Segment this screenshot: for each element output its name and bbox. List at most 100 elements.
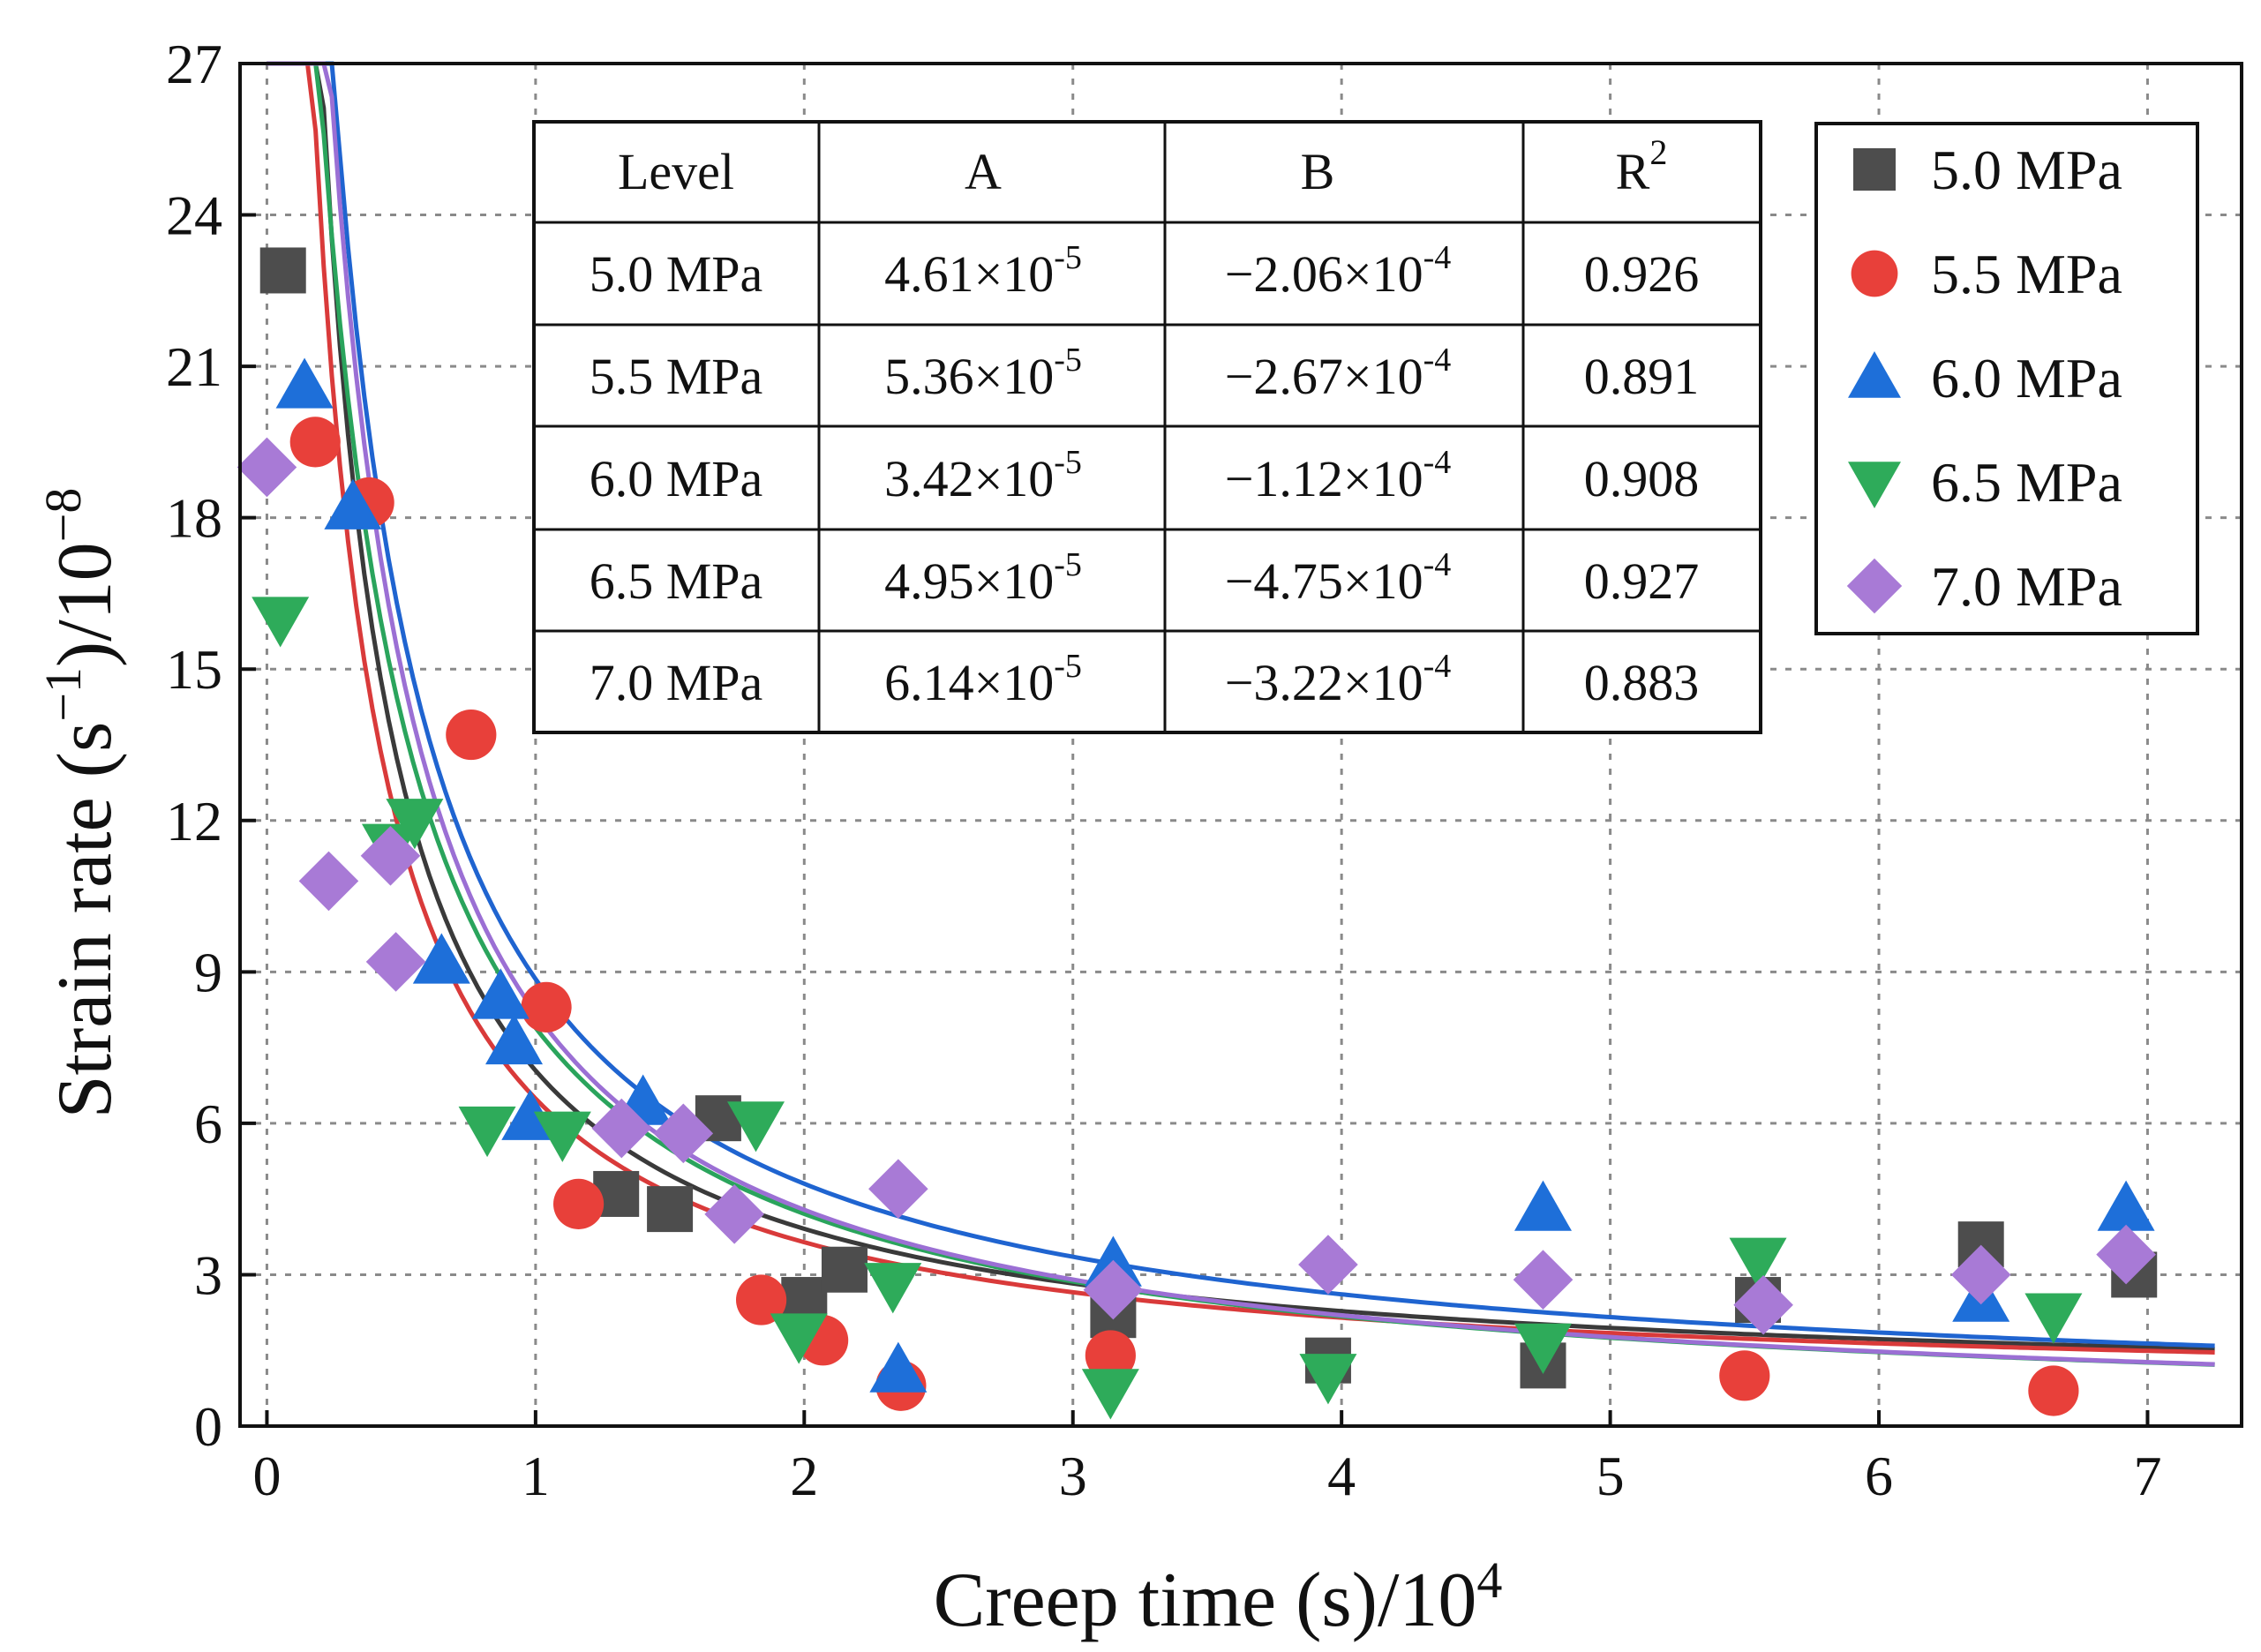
table-cell-a: 4.95×10-5 xyxy=(884,546,1082,610)
y-tick-label: 18 xyxy=(166,487,222,550)
table-cell-b: −4.75×10-4 xyxy=(1225,546,1452,610)
table-cell-a: 6.14×10-5 xyxy=(884,648,1082,711)
data-point xyxy=(533,1111,591,1162)
data-point xyxy=(1733,1274,1793,1335)
table-cell-b: −2.67×10-4 xyxy=(1225,342,1452,405)
data-point xyxy=(868,1159,928,1220)
data-point xyxy=(1950,1244,2011,1305)
legend-marker xyxy=(1848,462,1901,508)
table-cell-a-exp: -5 xyxy=(1054,444,1082,481)
data-point xyxy=(298,851,359,912)
y-axis-title-sup2: −8 xyxy=(34,488,92,543)
y-tick-label: 27 xyxy=(166,33,222,95)
table-header-a: A xyxy=(965,143,1002,200)
table-cell-a-exp: -5 xyxy=(1054,239,1082,276)
data-point xyxy=(704,1184,764,1244)
data-point xyxy=(1514,1323,1572,1375)
x-axis-title-sup: 4 xyxy=(1476,1551,1502,1609)
y-tick-label: 15 xyxy=(166,638,222,701)
data-point xyxy=(275,357,334,409)
table-cell-a-exp: -5 xyxy=(1054,546,1082,583)
table-cell-a: 5.36×10-5 xyxy=(884,342,1082,405)
table-grid xyxy=(534,122,1761,732)
data-point xyxy=(552,1178,605,1229)
table-cell-b-base: −2.67×10 xyxy=(1225,348,1423,405)
table-header-r2: R2 xyxy=(1616,132,1668,200)
data-point xyxy=(1085,1330,1136,1381)
table-cell-a-base: 5.36×10 xyxy=(884,348,1054,405)
legend-marker xyxy=(1848,351,1901,398)
data-point xyxy=(252,597,310,648)
table-header-row: Level A B R2 xyxy=(618,132,1667,200)
table-cell-b-exp: -4 xyxy=(1423,239,1452,276)
x-axis-title: Creep time (s)/104 xyxy=(934,1551,1503,1643)
data-point xyxy=(653,1103,714,1164)
legend: 5.0 MPa 5.5 MPa 6.0 MPa 6.5 MPa 7.0 MPa xyxy=(1814,122,2199,635)
table-cell-r2: 0.908 xyxy=(1584,450,1700,507)
table-header-b: B xyxy=(1301,143,1335,200)
y-tick-label: 21 xyxy=(166,335,222,398)
data-point xyxy=(735,1274,787,1325)
fit-parameter-table: Level A B R2 5.0 MPa 4.61×10-5 −2.06×10-… xyxy=(532,120,1762,734)
data-point xyxy=(2097,1180,2155,1231)
table-cell-level: 6.5 MPa xyxy=(590,552,763,610)
table-header-level: Level xyxy=(618,143,734,200)
table-cell-level: 5.0 MPa xyxy=(590,245,763,303)
x-tick-label: 2 xyxy=(790,1445,818,1507)
table-cell-a-base: 6.14×10 xyxy=(884,654,1054,711)
data-point xyxy=(770,1313,828,1364)
data-point xyxy=(1299,1354,1357,1405)
table-cell-a-exp: -5 xyxy=(1054,648,1082,685)
y-tick-label: 24 xyxy=(166,184,222,247)
legend-marker xyxy=(1851,250,1898,297)
table-cell-a: 3.42×10-5 xyxy=(884,444,1082,507)
table-cell-a-base: 3.42×10 xyxy=(884,450,1054,507)
data-point xyxy=(727,1101,785,1153)
y-tick-label: 0 xyxy=(194,1395,222,1458)
y-axis-title: Strain rate (s−1)/10−8 xyxy=(34,488,128,1119)
table-cell-a-exp: -5 xyxy=(1054,342,1082,379)
table-row: 5.0 MPa 4.61×10-5 −2.06×10-4 0.926 xyxy=(590,239,1700,303)
y-tick-label: 9 xyxy=(194,941,222,1003)
legend-label: 7.0 MPa xyxy=(1931,555,2122,618)
legend-label: 6.0 MPa xyxy=(1931,347,2122,409)
data-point xyxy=(864,1263,922,1314)
data-points xyxy=(237,247,2158,1420)
x-tick-label: 7 xyxy=(2133,1445,2161,1507)
table-cell-b-base: −3.22×10 xyxy=(1225,654,1423,711)
data-point xyxy=(521,981,572,1032)
table-cell-level: 7.0 MPa xyxy=(590,654,763,711)
y-tick-label: 6 xyxy=(194,1093,222,1155)
data-point xyxy=(412,933,470,984)
data-point xyxy=(386,799,444,850)
data-point xyxy=(1514,1180,1572,1231)
table-cell-r2: 0.926 xyxy=(1584,245,1700,303)
y-axis-title-sup1: −1 xyxy=(34,667,92,722)
table-cell-r2: 0.927 xyxy=(1584,552,1700,610)
table-cell-r2: 0.883 xyxy=(1584,654,1700,711)
fit-curve xyxy=(267,61,2215,1355)
table-cell-b-base: −1.12×10 xyxy=(1225,450,1423,507)
data-point xyxy=(1513,1250,1574,1310)
table-cell-b-exp: -4 xyxy=(1423,342,1452,379)
data-point xyxy=(365,932,426,992)
data-point xyxy=(2096,1224,2156,1285)
data-point xyxy=(458,1106,516,1158)
data-point xyxy=(591,1098,652,1159)
data-point xyxy=(1729,1237,1787,1288)
table-cell-b-base: −2.06×10 xyxy=(1225,245,1423,303)
data-point xyxy=(2028,1365,2079,1416)
legend-label: 6.5 MPa xyxy=(1931,451,2122,514)
y-tick-label: 3 xyxy=(194,1243,222,1306)
legend-marker xyxy=(1846,558,1903,614)
data-point xyxy=(2024,1293,2083,1344)
data-point xyxy=(259,247,306,294)
data-point xyxy=(324,478,382,529)
data-point xyxy=(360,826,421,886)
table-row: 5.5 MPa 5.36×10-5 −2.67×10-4 0.891 xyxy=(590,342,1700,405)
table-cell-b: −2.06×10-4 xyxy=(1225,239,1452,303)
table-row: 7.0 MPa 6.14×10-5 −3.22×10-4 0.883 xyxy=(590,648,1700,711)
fit-curve xyxy=(267,61,2215,1367)
data-point xyxy=(446,709,497,761)
